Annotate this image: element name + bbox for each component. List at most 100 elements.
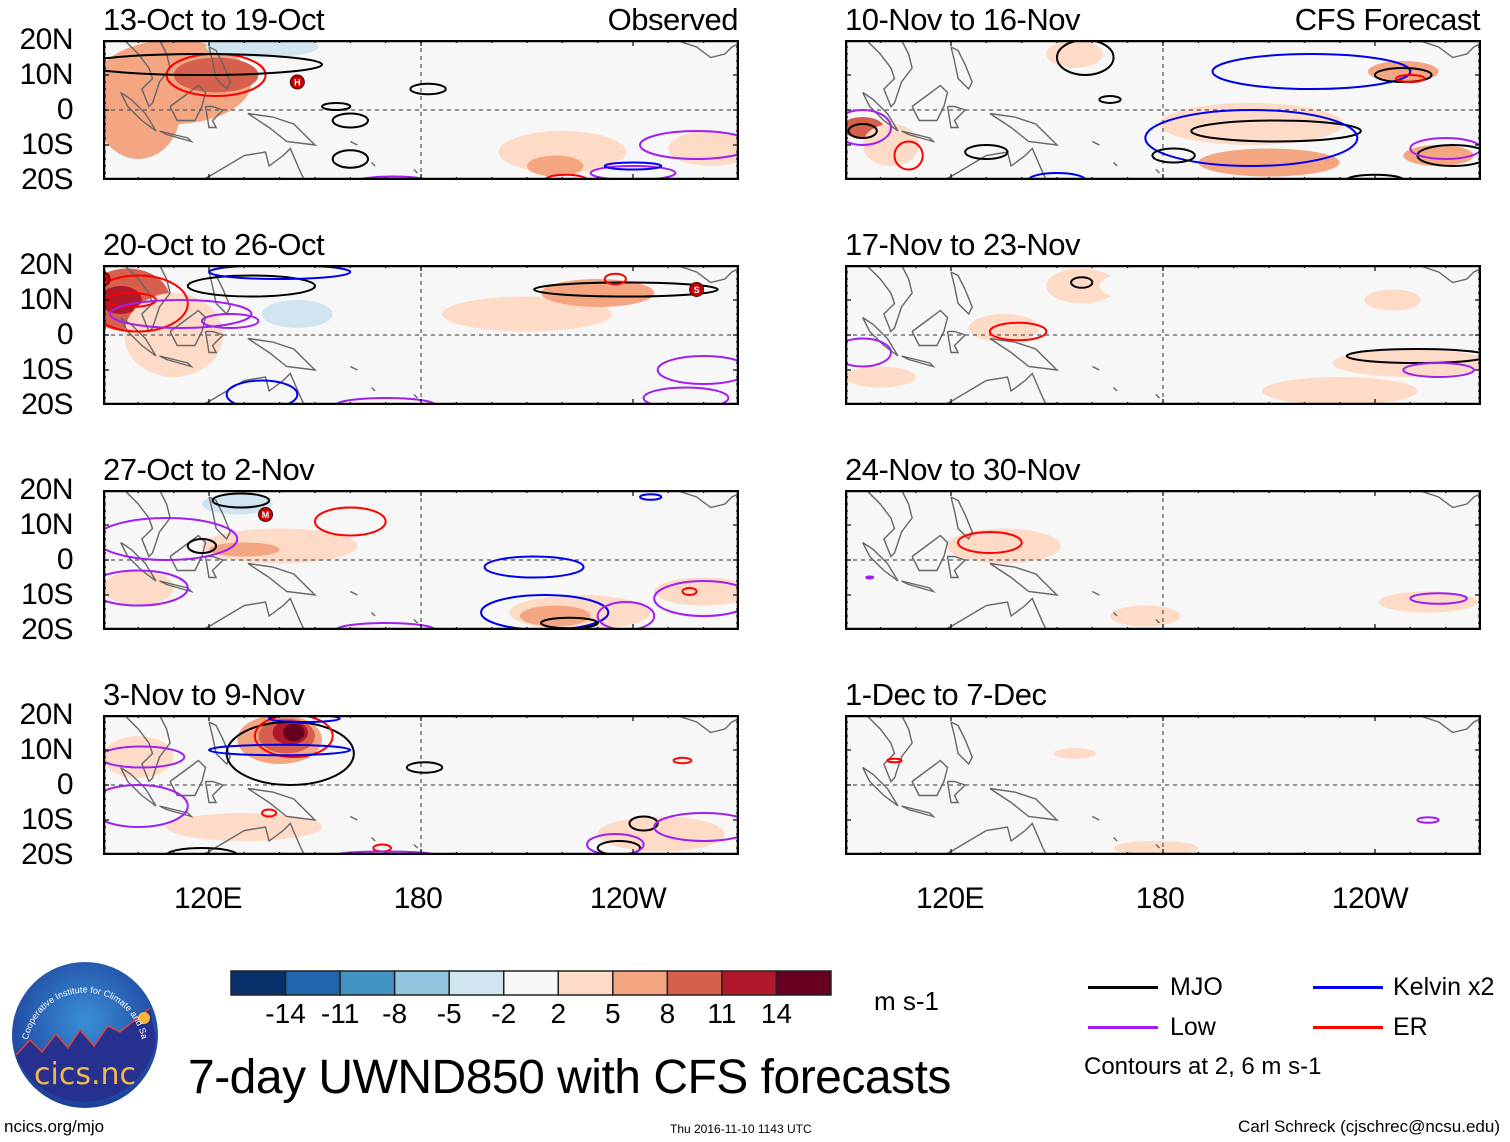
contour-er bbox=[103, 274, 189, 333]
coastline bbox=[862, 541, 899, 582]
x-tick-120w-right: 120W bbox=[1331, 882, 1409, 915]
logo-text: cics.nc bbox=[34, 1057, 136, 1092]
contour-low bbox=[335, 850, 437, 855]
y-tick-label-row2: 10S bbox=[21, 353, 73, 386]
shading-anomaly-7 bbox=[403, 722, 545, 750]
coastline bbox=[371, 161, 376, 167]
chart-title: 7-day UWND850 with CFS forecasts bbox=[188, 1051, 951, 1104]
shading-anomaly-3 bbox=[1099, 268, 1227, 304]
contour-low bbox=[845, 337, 892, 368]
colorbar-swatch bbox=[284, 970, 341, 996]
contour-mjo bbox=[103, 53, 324, 76]
shading-anomaly-4 bbox=[1113, 841, 1199, 855]
coastline bbox=[247, 787, 317, 821]
contour-kelvin-x2 bbox=[268, 715, 341, 723]
contour-er bbox=[603, 272, 627, 286]
coastline bbox=[413, 393, 418, 399]
colorbar-swatch bbox=[448, 970, 505, 996]
colorbar-tick-label: -11 bbox=[320, 998, 360, 1029]
shading-anomaly-10 bbox=[406, 71, 506, 93]
tropical-cyclone-marker: H bbox=[289, 74, 305, 90]
coastline bbox=[865, 490, 913, 558]
contour-low bbox=[586, 833, 645, 855]
shading-anomaly-5 bbox=[1201, 842, 1231, 854]
coastline bbox=[1155, 843, 1160, 849]
contour-low bbox=[109, 299, 253, 329]
colorbar-tick-label: 2 bbox=[550, 998, 567, 1029]
coastline bbox=[349, 140, 358, 146]
legend-label-kelvin: Kelvin x2 bbox=[1393, 973, 1495, 1001]
contour-low bbox=[656, 355, 739, 385]
coastline bbox=[1155, 168, 1160, 174]
coastline bbox=[349, 815, 358, 821]
panel-1-label: Observed bbox=[607, 2, 739, 37]
coastline bbox=[946, 555, 967, 579]
contour-low bbox=[1402, 362, 1475, 378]
y-tick-label-row2: 10N bbox=[19, 283, 73, 316]
shading-anomaly-2 bbox=[968, 314, 1040, 342]
contour-low bbox=[1416, 816, 1440, 824]
contour-mjo bbox=[596, 840, 642, 855]
coastline bbox=[200, 372, 306, 405]
shading-anomaly-3 bbox=[1212, 715, 1326, 729]
shading-anomaly-4 bbox=[1046, 40, 1103, 68]
contour-low bbox=[845, 109, 892, 146]
coastline bbox=[950, 46, 973, 91]
contour-low bbox=[103, 569, 189, 607]
shading-anomaly-6 bbox=[166, 813, 323, 841]
coastline bbox=[911, 759, 949, 797]
coastline bbox=[946, 780, 967, 804]
panel-1-period: 13-Oct to 19-Oct bbox=[103, 2, 325, 37]
contour-mjo bbox=[331, 112, 369, 129]
coastline bbox=[247, 562, 317, 596]
colorbar-tick-label: 11 bbox=[707, 998, 737, 1029]
coastline bbox=[911, 309, 949, 347]
coastline bbox=[413, 618, 418, 624]
shading-anomaly-8 bbox=[1403, 145, 1474, 166]
shading-anomaly-5 bbox=[1378, 591, 1478, 613]
coastline bbox=[200, 147, 306, 180]
coastline bbox=[204, 555, 225, 579]
coastline bbox=[675, 265, 739, 284]
contour-mjo bbox=[186, 538, 218, 554]
map-panel-8 bbox=[845, 715, 1481, 855]
contour-mjo bbox=[331, 149, 369, 169]
contour-low bbox=[103, 784, 189, 828]
contour-er bbox=[886, 757, 903, 764]
contour-kelvin-x2 bbox=[208, 265, 352, 280]
contour-mjo bbox=[847, 123, 878, 139]
coastline bbox=[675, 715, 739, 734]
contour-kelvin-x2 bbox=[603, 161, 663, 171]
tropical-cyclone-marker: M bbox=[258, 507, 274, 522]
contour-er bbox=[261, 808, 278, 818]
contour-er bbox=[672, 756, 693, 765]
colorbar-swatch bbox=[721, 970, 778, 996]
site-link[interactable]: ncics.org/mjo bbox=[4, 1117, 105, 1136]
contour-mjo bbox=[321, 102, 352, 111]
storm-letter: H bbox=[294, 78, 301, 88]
author-credit: Carl Schreck (cjschrec@ncsu.edu) bbox=[1238, 1117, 1500, 1136]
panel-5-period: 10-Nov to 16-Nov bbox=[845, 2, 1080, 37]
coastline bbox=[911, 84, 949, 122]
coastline bbox=[675, 40, 739, 59]
coastline bbox=[946, 330, 967, 354]
cics-logo: Cooperative Institute for Climate and Sa… bbox=[7, 952, 160, 1110]
coastline bbox=[862, 91, 899, 132]
contour-mjo bbox=[1070, 276, 1094, 289]
map-panel-3: M bbox=[103, 490, 739, 630]
coastline bbox=[1091, 140, 1100, 146]
panel-background bbox=[845, 715, 1481, 855]
contour-mjo bbox=[628, 815, 659, 832]
coastline bbox=[200, 822, 306, 855]
panel-8-period: 1-Dec to 7-Dec bbox=[845, 677, 1047, 712]
coastline bbox=[123, 40, 171, 108]
y-tick-label-row3: 10S bbox=[21, 578, 73, 611]
shading-anomaly-6 bbox=[1110, 605, 1181, 627]
contour-low bbox=[200, 313, 260, 329]
contours-note: Contours at 2, 6 m s-1 bbox=[1084, 1053, 1322, 1080]
shading-anomaly-8 bbox=[562, 753, 704, 782]
contour-kelvin-x2 bbox=[1027, 172, 1087, 180]
shading-anomaly-3 bbox=[124, 293, 224, 377]
contour-mjo bbox=[1098, 95, 1122, 104]
contour-er bbox=[314, 506, 387, 537]
